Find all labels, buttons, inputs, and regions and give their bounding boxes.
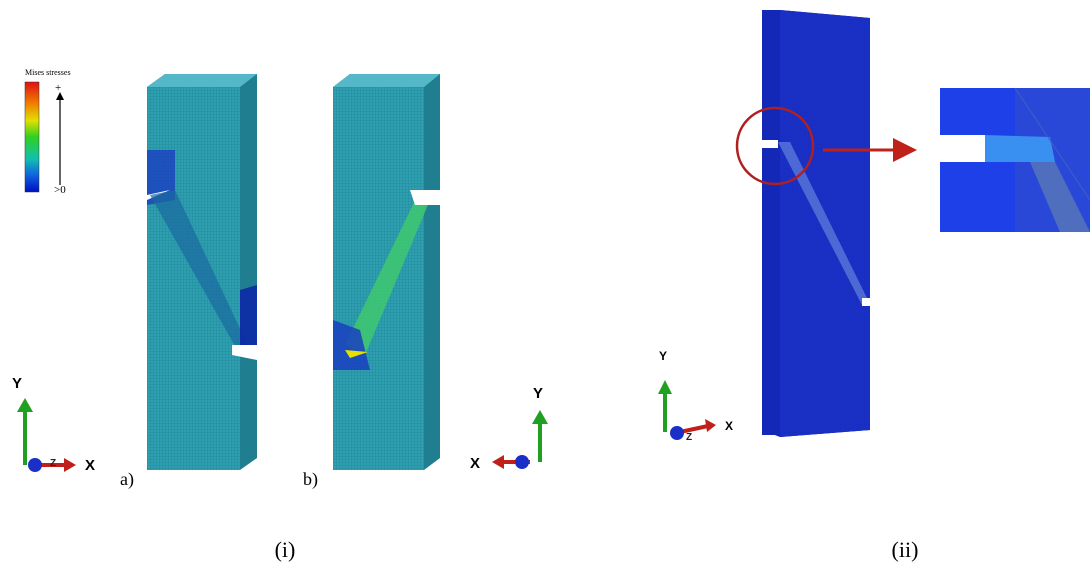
axis-triad: Y X: [470, 385, 548, 472]
legend-min: >0: [54, 184, 66, 196]
caption: (i): [275, 537, 296, 562]
axis-triad: Y X Z: [658, 349, 733, 443]
axis-x: X: [470, 455, 480, 472]
specimen-ii: [737, 10, 905, 437]
axis-x: X: [725, 419, 733, 433]
axis-triad: Y X Z: [12, 375, 95, 474]
axis-y: Y: [12, 375, 22, 392]
legend-title: Mises stresses: [25, 68, 71, 77]
axis-x: X: [85, 457, 95, 474]
caption: (ii): [892, 537, 919, 562]
stress-legend: Mises stresses + >0: [25, 68, 71, 196]
axis-z: Z: [686, 432, 692, 443]
specimen-a: a): [120, 74, 257, 490]
panel-label: b): [303, 469, 318, 490]
figure: Mises stresses + >0 a) b) Y X: [0, 0, 1090, 568]
legend-max: +: [55, 82, 61, 94]
axis-z: Z: [50, 458, 56, 469]
specimen-b: b): [303, 74, 440, 490]
zoom-inset: [940, 88, 1090, 232]
panel-label: a): [120, 469, 134, 490]
axis-y: Y: [659, 349, 667, 363]
axis-y: Y: [533, 385, 543, 402]
